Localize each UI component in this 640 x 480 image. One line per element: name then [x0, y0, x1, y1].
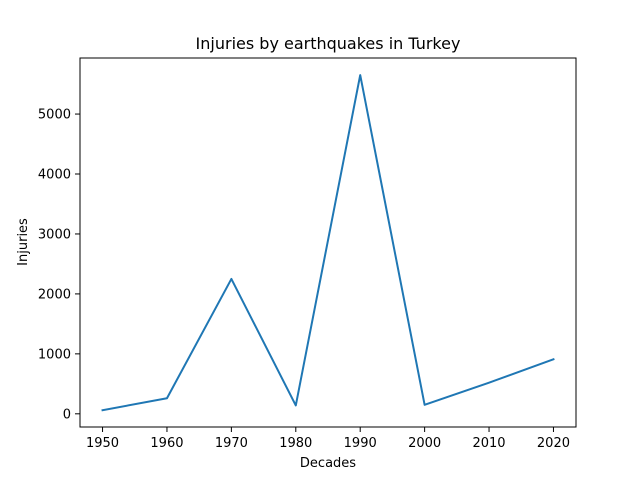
y-tick-label: 3000: [38, 227, 71, 242]
x-tick-label: 2020: [537, 436, 570, 451]
x-tick-label: 1970: [215, 436, 248, 451]
x-tick-label: 1950: [86, 436, 119, 451]
y-tick-label: 2000: [38, 287, 71, 302]
x-tick-label: 1980: [279, 436, 312, 451]
x-tick-label: 1990: [344, 436, 377, 451]
x-tick-label: 1960: [150, 436, 183, 451]
plot-frame: [79, 57, 577, 428]
y-tick-label: 4000: [38, 168, 71, 183]
y-axis-label: Injuries: [16, 218, 31, 266]
series-line: [101, 74, 555, 412]
x-tick-label: 2000: [408, 436, 441, 451]
x-axis-label: Decades: [300, 456, 356, 471]
chart-title: Injuries by earthquakes in Turkey: [196, 34, 461, 53]
plot-area: [101, 74, 555, 412]
x-tick-label: 2010: [472, 436, 505, 451]
y-tick-label: 5000: [38, 108, 71, 123]
y-tick-label: 1000: [38, 347, 71, 362]
y-tick-label: 0: [63, 407, 71, 422]
